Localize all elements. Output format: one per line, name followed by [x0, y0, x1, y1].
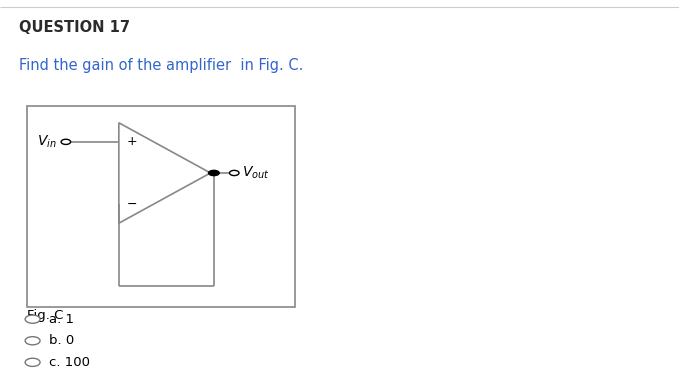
Text: +: + [127, 135, 138, 148]
Circle shape [25, 337, 40, 345]
Circle shape [25, 315, 40, 323]
Circle shape [208, 170, 220, 176]
Polygon shape [119, 123, 210, 223]
Text: Fig. C: Fig. C [27, 309, 64, 322]
Text: a. 1: a. 1 [49, 313, 74, 326]
Text: $V_{out}$: $V_{out}$ [242, 165, 270, 181]
Text: b. 0: b. 0 [49, 334, 74, 347]
Text: c. 100: c. 100 [49, 356, 90, 369]
Text: $V_{in}$: $V_{in}$ [37, 134, 57, 150]
Circle shape [61, 139, 71, 144]
Circle shape [230, 170, 239, 176]
Bar [27, 106, 295, 307]
Text: −: − [127, 198, 137, 211]
Circle shape [25, 358, 40, 366]
Text: QUESTION 17: QUESTION 17 [19, 20, 130, 35]
Text: Find the gain of the amplifier  in Fig. C.: Find the gain of the amplifier in Fig. C… [19, 58, 304, 73]
